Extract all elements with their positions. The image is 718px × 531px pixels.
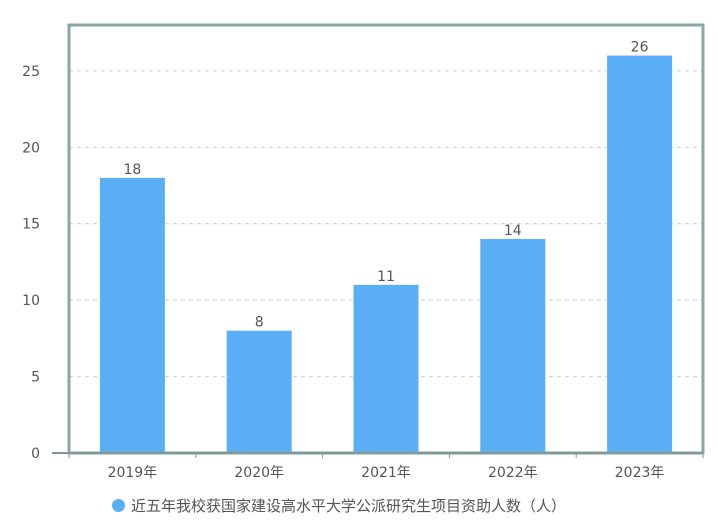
y-axis-ticks: 0 5 10 15 20 25: [22, 64, 40, 462]
x-tick-label: 2023年: [615, 465, 665, 481]
y-tick-label: 10: [22, 293, 40, 309]
bar: [99, 177, 165, 453]
bar-value-label: 26: [631, 40, 649, 56]
bars: [99, 55, 673, 453]
x-tick-label: 2019年: [108, 465, 158, 481]
y-tick-label: 5: [31, 370, 40, 386]
y-tick-label: 15: [22, 217, 40, 233]
x-axis-ticks: 2019年 2020年 2021年 2022年 2023年: [108, 465, 665, 481]
bar-value-label: 14: [504, 223, 522, 239]
legend-label: 近五年我校获国家建设高水平大学公派研究生项目资助人数（人）: [131, 496, 567, 515]
bar: [353, 284, 419, 453]
data-labels: 18 8 11 14 26: [123, 40, 648, 331]
bar: [480, 239, 546, 453]
plot-frame: [52, 23, 705, 458]
bar: [226, 330, 292, 453]
y-tick-label: 20: [22, 140, 40, 156]
x-tick-label: 2021年: [361, 465, 411, 481]
bar-value-label: 11: [377, 269, 395, 285]
bar-value-label: 8: [255, 315, 264, 331]
legend-marker-icon: [112, 498, 125, 512]
grid-lines: [69, 70, 703, 378]
x-tick-label: 2022年: [488, 465, 538, 481]
bar-value-label: 18: [123, 162, 141, 178]
y-tick-label: 25: [22, 64, 40, 80]
x-tick-label: 2020年: [234, 465, 284, 481]
bar: [607, 55, 673, 453]
y-tick-label: 0: [31, 446, 40, 462]
legend[interactable]: 近五年我校获国家建设高水平大学公派研究生项目资助人数（人）: [112, 494, 566, 516]
